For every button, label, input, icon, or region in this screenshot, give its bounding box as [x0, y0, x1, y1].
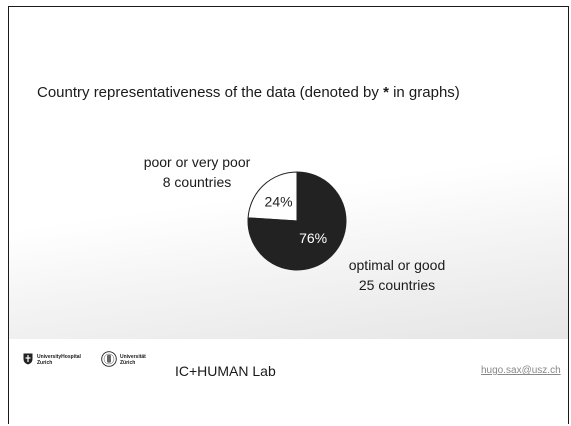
slice-label-poor-name: poor or very poor [143, 154, 251, 170]
slide-title: Country representativeness of the data (… [37, 84, 460, 101]
pie-percent-good: 76% [299, 230, 327, 246]
slice-label-poor: poor or very poor 8 countries [127, 152, 267, 192]
slice-label-good-count: 25 countries [358, 277, 436, 293]
pie-chart: 24% 76% [247, 171, 347, 271]
lab-name: IC+HUMAN Lab [175, 363, 276, 379]
university-logo-text: Universität Zürich [120, 354, 146, 366]
slice-label-poor-count: 8 countries [162, 174, 232, 190]
university-seal-icon [101, 351, 117, 367]
pie-percent-poor: 24% [265, 193, 293, 209]
slice-label-good: optimal or good 25 countries [327, 255, 467, 295]
slice-label-good-name: optimal or good [348, 257, 446, 273]
slide: Country representativeness of the data (… [8, 6, 569, 424]
pie-slice-good [247, 171, 347, 271]
hospital-logo-text: UniversityHospital Zurich [37, 354, 81, 366]
hospital-shield-icon [23, 353, 33, 365]
email-link[interactable]: hugo.sax@usz.ch [481, 365, 561, 376]
footer-band [9, 339, 568, 424]
pie-slice-poor [247, 171, 298, 222]
title-star: * [383, 84, 389, 101]
